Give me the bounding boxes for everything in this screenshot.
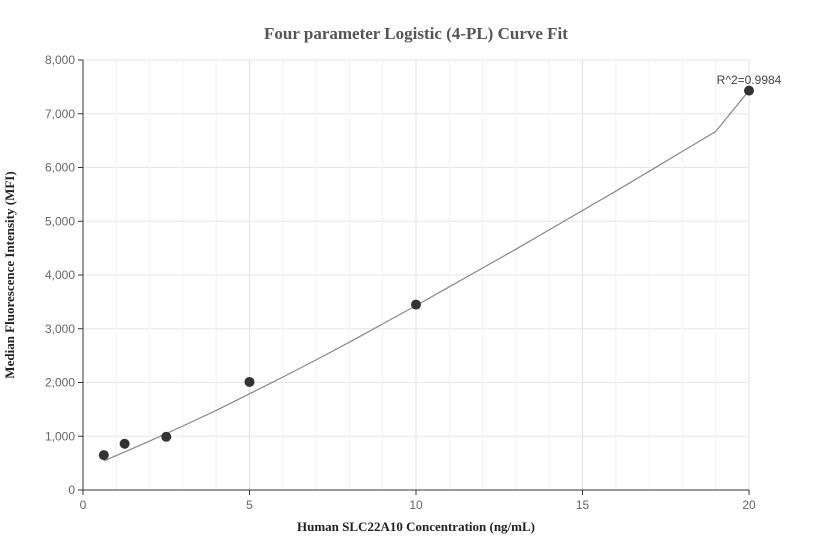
y-tick-label: 0: [68, 483, 75, 497]
data-point: [244, 376, 255, 387]
fit-curve-layer: [103, 90, 750, 462]
x-tick-label: 10: [409, 498, 423, 512]
x-axis-title: Human SLC22A10 Concentration (ng/mL): [297, 519, 535, 534]
x-tick-label: 20: [742, 498, 756, 512]
y-tick-label: 4,000: [45, 268, 75, 282]
data-points-layer: [98, 85, 754, 461]
y-tick-label: 3,000: [45, 322, 75, 336]
grid: [82, 59, 750, 491]
data-point: [744, 85, 754, 96]
axes: 0 1,000 2,000 3,000 4,000 5,000 6,000 7,000 8,00…: [45, 53, 756, 512]
data-point: [119, 438, 130, 449]
r-squared-annotation: R^2=0.9984: [717, 73, 782, 87]
data-point: [98, 450, 109, 461]
x-tick-label: 0: [80, 498, 87, 512]
y-tick-label: 6,000: [45, 161, 75, 175]
x-tick-label: 15: [576, 498, 590, 512]
data-point: [411, 299, 421, 310]
chart-title: Four parameter Logistic (4-PL) Curve Fit: [264, 24, 568, 43]
data-point: [161, 431, 172, 442]
y-tick-label: 7,000: [45, 107, 75, 121]
y-tick-label: 5,000: [45, 214, 75, 228]
x-tick-label: 5: [246, 498, 253, 512]
y-tick-label: 8,000: [45, 53, 75, 67]
y-tick-label: 1,000: [45, 429, 75, 443]
y-axis-title: Median Fluorescence Intensity (MFI): [2, 171, 17, 378]
y-tick-label: 2,000: [45, 376, 75, 390]
fit-curve-line: [103, 90, 750, 462]
